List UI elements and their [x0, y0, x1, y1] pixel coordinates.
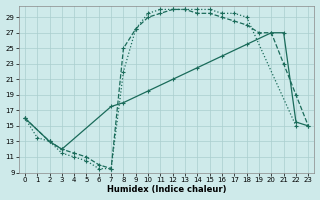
X-axis label: Humidex (Indice chaleur): Humidex (Indice chaleur) [107, 185, 226, 194]
